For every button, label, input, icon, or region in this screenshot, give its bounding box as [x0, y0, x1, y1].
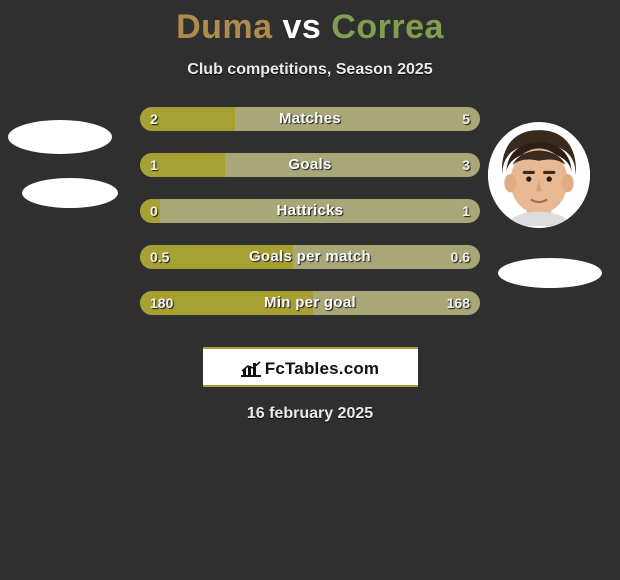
bar-label: Matches — [140, 107, 480, 131]
player-right-badge — [498, 258, 602, 288]
bar-value-right: 168 — [447, 291, 470, 315]
player-left-badge — [22, 178, 118, 208]
bar-label: Goals per match — [140, 245, 480, 269]
bar-row: 0.5Goals per match0.6 — [140, 245, 480, 269]
bar-label: Min per goal — [140, 291, 480, 315]
bar-value-right: 0.6 — [451, 245, 470, 269]
bar-value-right: 1 — [462, 199, 470, 223]
title-sep: vs — [273, 8, 332, 46]
bar-row: 1Goals3 — [140, 153, 480, 177]
subtitle: Club competitions, Season 2025 — [0, 61, 620, 79]
source-badge[interactable]: FcTables.com — [203, 347, 418, 387]
title-left: Duma — [176, 8, 272, 46]
bar-value-right: 3 — [462, 153, 470, 177]
comparison-chart: 2Matches51Goals30Hattricks10.5Goals per … — [0, 107, 620, 337]
bars-container: 2Matches51Goals30Hattricks10.5Goals per … — [140, 107, 480, 337]
player-right-avatar — [488, 122, 590, 228]
comparison-date: 16 february 2025 — [0, 405, 620, 423]
bar-row: 0Hattricks1 — [140, 199, 480, 223]
title-right: Correa — [331, 8, 444, 46]
page-title: Duma vs Correa — [0, 8, 620, 47]
chart-icon — [241, 361, 261, 377]
bar-label: Goals — [140, 153, 480, 177]
player-left-avatar — [8, 120, 112, 154]
source-badge-text: FcTables.com — [265, 359, 380, 378]
bar-value-right: 5 — [462, 107, 470, 131]
bar-label: Hattricks — [140, 199, 480, 223]
bar-row: 2Matches5 — [140, 107, 480, 131]
bar-row: 180Min per goal168 — [140, 291, 480, 315]
comparison-card: Duma vs Correa Club competitions, Season… — [0, 0, 620, 580]
